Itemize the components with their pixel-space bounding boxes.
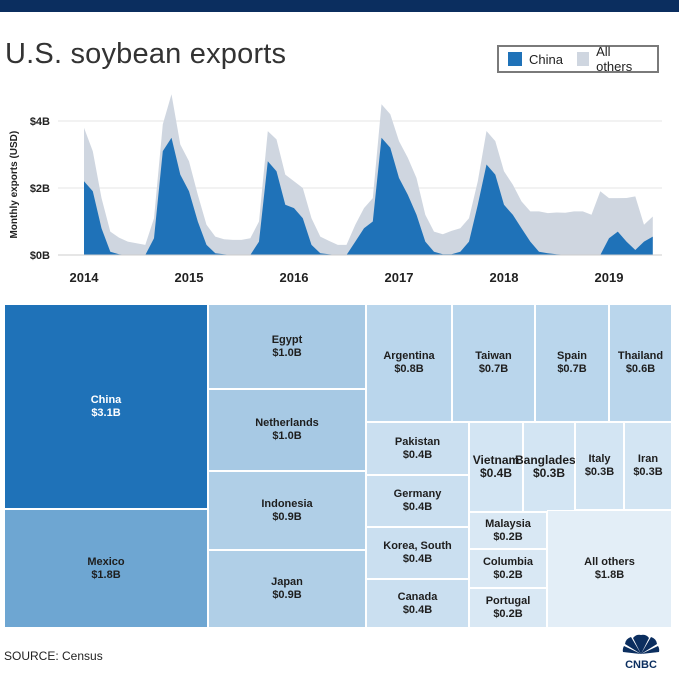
treemap-label: Egypt bbox=[271, 333, 303, 346]
treemap-tile-japan: Japan $0.9B bbox=[208, 550, 366, 628]
treemap-label: Canada bbox=[397, 590, 438, 603]
treemap-tile-netherlands: Netherlands $1.0B bbox=[208, 389, 366, 471]
treemap-tile-columbia: Columbia $0.2B bbox=[469, 549, 547, 588]
treemap-label: Argentina bbox=[383, 350, 435, 362]
treemap-label: Malaysia bbox=[485, 517, 531, 530]
treemap-label: Mexico bbox=[87, 555, 125, 568]
treemap-tile-italy: Italy $0.3B bbox=[575, 422, 624, 510]
treemap-value: $0.6B bbox=[625, 363, 656, 375]
treemap-label: Pakistan bbox=[394, 435, 441, 448]
treemap-value: $0.8B bbox=[394, 363, 424, 375]
treemap-value: $0.4B bbox=[402, 553, 433, 565]
treemap-tile-portugal: Portugal $0.2B bbox=[469, 588, 547, 628]
x-tick-label: 2018 bbox=[490, 270, 519, 285]
treemap-label: Netherlands bbox=[255, 417, 319, 429]
treemap-tile-egypt: Egypt $1.0B bbox=[208, 304, 366, 389]
y-tick-label: $2B bbox=[30, 183, 50, 195]
treemap-label: Spain bbox=[557, 350, 587, 362]
treemap-value: $0.3B bbox=[532, 466, 566, 480]
x-tick-label: 2014 bbox=[70, 270, 100, 285]
treemap-tile-iran: Iran $0.3B bbox=[624, 422, 672, 510]
legend-item-china: China bbox=[508, 52, 563, 67]
treemap-label: All others bbox=[584, 556, 635, 568]
area-chart: $0B $2B $4B Monthly exports (USD) 2014 2015 20… bbox=[9, 94, 662, 285]
treemap-value: $0.4B bbox=[402, 603, 433, 616]
y-tick-label: $0B bbox=[30, 250, 50, 262]
legend-swatch-china bbox=[508, 52, 522, 66]
treemap-value: $0.2B bbox=[493, 568, 523, 581]
treemap-label: China bbox=[90, 393, 122, 406]
treemap-label: Taiwan bbox=[475, 350, 512, 362]
legend-label-all-others: All others bbox=[596, 44, 633, 74]
treemap-value: $1.8B bbox=[594, 569, 625, 581]
treemap-label: Japan bbox=[271, 576, 303, 588]
legend-label-china: China bbox=[529, 51, 563, 67]
treemap-tile-all-others: All others $1.8B bbox=[547, 510, 672, 628]
treemap-label: Vietnam bbox=[472, 453, 520, 467]
top-accent-bar bbox=[0, 0, 679, 12]
treemap-value: $1.0B bbox=[272, 430, 302, 442]
treemap-value: $3.1B bbox=[91, 406, 121, 419]
treemap-tile-spain: Spain $0.7B bbox=[535, 304, 609, 422]
treemap-tile-mexico: Mexico $1.8B bbox=[4, 509, 208, 628]
y-tick-label: $4B bbox=[30, 116, 50, 128]
x-tick-label: 2016 bbox=[280, 270, 309, 285]
treemap-tile-malaysia: Malaysia $0.2B bbox=[469, 512, 547, 549]
legend-item-all-others: All others bbox=[576, 44, 643, 74]
treemap-label: Thailand bbox=[617, 350, 664, 362]
treemap-value: $0.7B bbox=[478, 363, 509, 375]
treemap-tile-pakistan: Pakistan $0.4B bbox=[366, 422, 469, 475]
treemap-tile-korea-south: Korea, South $0.4B bbox=[366, 527, 469, 579]
y-axis-title: Monthly exports (USD) bbox=[9, 131, 20, 239]
treemap-tile-china: China $3.1B bbox=[4, 304, 208, 509]
treemap-tile-indonesia: Indonesia $0.9B bbox=[208, 471, 366, 550]
treemap-value: $0.3B bbox=[584, 466, 615, 478]
treemap-tile-bangladesh: Bangladesh $0.3B bbox=[515, 422, 583, 512]
x-tick-label: 2015 bbox=[175, 270, 204, 285]
peacock-icon bbox=[622, 634, 660, 654]
treemap-value: $0.4B bbox=[402, 448, 433, 461]
treemap-value: $0.7B bbox=[557, 363, 587, 375]
treemap-label: Bangladesh bbox=[515, 453, 584, 467]
treemap-value: $0.4B bbox=[402, 501, 433, 513]
treemap-value: $0.4B bbox=[479, 466, 513, 480]
source-note: SOURCE: Census bbox=[4, 649, 103, 663]
treemap-tile-taiwan: Taiwan $0.7B bbox=[452, 304, 535, 422]
treemap-tile-canada: Canada $0.4B bbox=[366, 579, 469, 628]
legend: China All others bbox=[497, 44, 659, 74]
treemap-value: $0.9B bbox=[272, 510, 302, 523]
x-tick-label: 2017 bbox=[385, 270, 414, 285]
treemap-value: $1.8B bbox=[91, 568, 121, 581]
treemap-value: $0.2B bbox=[493, 530, 523, 543]
cnbc-peacock-logo: CNBC bbox=[622, 634, 660, 671]
treemap-label: Indonesia bbox=[261, 497, 313, 510]
treemap-tile-thailand: Thailand $0.6B bbox=[609, 304, 672, 422]
treemap-value: $0.2B bbox=[493, 608, 523, 620]
treemap-label: Iran bbox=[637, 453, 659, 465]
treemap-value: $1.0B bbox=[272, 346, 302, 359]
treemap-label: Columbia bbox=[482, 555, 534, 568]
treemap-tile-argentina: Argentina $0.8B bbox=[366, 304, 452, 422]
treemap-label: Korea, South bbox=[383, 540, 452, 552]
legend-swatch-all-others bbox=[576, 52, 590, 66]
treemap-label: Italy bbox=[588, 453, 611, 465]
treemap-label: Portugal bbox=[485, 595, 531, 607]
logo-text: CNBC bbox=[625, 659, 657, 671]
treemap-tile-vietnam: Vietnam $0.4B bbox=[469, 422, 523, 512]
series-area-china bbox=[84, 137, 653, 255]
treemap-tile-germany: Germany $0.4B bbox=[366, 475, 469, 527]
chart-title: U.S. soybean exports bbox=[5, 38, 287, 70]
x-tick-label: 2019 bbox=[595, 270, 624, 285]
treemap-value: $0.9B bbox=[272, 589, 302, 601]
treemap-label: Germany bbox=[393, 488, 442, 500]
treemap-value: $0.3B bbox=[633, 466, 663, 478]
